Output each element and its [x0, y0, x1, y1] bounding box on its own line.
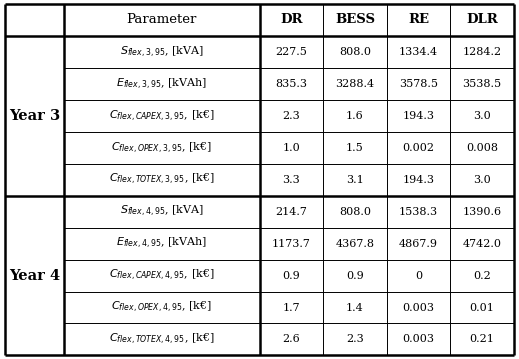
Text: $E_{flex,3,95}$, [kVAh]: $E_{flex,3,95}$, [kVAh] — [116, 76, 207, 92]
Text: 808.0: 808.0 — [339, 47, 371, 57]
Text: 2.6: 2.6 — [282, 335, 300, 344]
Text: 3.0: 3.0 — [473, 111, 491, 121]
Text: $C_{flex,TOTEX,3,95}$, [k€]: $C_{flex,TOTEX,3,95}$, [k€] — [108, 172, 214, 187]
Text: 214.7: 214.7 — [276, 207, 307, 217]
Text: 1.0: 1.0 — [282, 143, 300, 153]
Text: 1.6: 1.6 — [346, 111, 364, 121]
Text: 3.0: 3.0 — [473, 175, 491, 185]
Text: $S_{flex,3,95}$, [kVA]: $S_{flex,3,95}$, [kVA] — [119, 45, 203, 60]
Text: 1.5: 1.5 — [346, 143, 364, 153]
Text: 0: 0 — [415, 271, 422, 281]
Text: 4867.9: 4867.9 — [399, 239, 438, 249]
Text: 3288.4: 3288.4 — [335, 79, 374, 89]
Text: $S_{flex,4,95}$, [kVA]: $S_{flex,4,95}$, [kVA] — [119, 204, 203, 219]
Text: Year 4: Year 4 — [9, 269, 60, 283]
Text: 2.3: 2.3 — [282, 111, 300, 121]
Text: RE: RE — [408, 13, 429, 27]
Text: 808.0: 808.0 — [339, 207, 371, 217]
Text: 194.3: 194.3 — [402, 111, 434, 121]
Text: 0.01: 0.01 — [470, 303, 495, 313]
Text: 1538.3: 1538.3 — [399, 207, 438, 217]
Text: 1173.7: 1173.7 — [272, 239, 311, 249]
Text: 1334.4: 1334.4 — [399, 47, 438, 57]
Text: $C_{flex,OPEX,3,95}$, [k€]: $C_{flex,OPEX,3,95}$, [k€] — [111, 140, 212, 155]
Text: 1.4: 1.4 — [346, 303, 364, 313]
Text: DR: DR — [280, 13, 303, 27]
Text: Year 3: Year 3 — [9, 109, 60, 123]
Text: 4742.0: 4742.0 — [462, 239, 501, 249]
Text: DLR: DLR — [466, 13, 498, 27]
Text: 3.1: 3.1 — [346, 175, 364, 185]
Text: Parameter: Parameter — [127, 13, 197, 27]
Text: 3.3: 3.3 — [282, 175, 300, 185]
Text: $C_{flex,OPEX,4,95}$, [k€]: $C_{flex,OPEX,4,95}$, [k€] — [111, 300, 212, 315]
Text: 3538.5: 3538.5 — [462, 79, 501, 89]
Text: 227.5: 227.5 — [276, 47, 307, 57]
Text: 835.3: 835.3 — [275, 79, 307, 89]
Text: 0.9: 0.9 — [282, 271, 300, 281]
Text: $C_{flex,CAPEX,3,95}$, [k€]: $C_{flex,CAPEX,3,95}$, [k€] — [109, 108, 214, 123]
Text: 0.003: 0.003 — [402, 335, 434, 344]
Text: 0.003: 0.003 — [402, 303, 434, 313]
Text: $C_{flex,TOTEX,4,95}$, [k€]: $C_{flex,TOTEX,4,95}$, [k€] — [108, 332, 214, 347]
Text: $E_{flex,4,95}$, [kVAh]: $E_{flex,4,95}$, [kVAh] — [116, 236, 207, 251]
Text: 2.3: 2.3 — [346, 335, 364, 344]
Text: 0.002: 0.002 — [402, 143, 434, 153]
Text: $C_{flex,CAPEX,4,95}$, [k€]: $C_{flex,CAPEX,4,95}$, [k€] — [109, 268, 214, 283]
Text: 1.7: 1.7 — [282, 303, 300, 313]
Text: 0.21: 0.21 — [470, 335, 495, 344]
Text: 1284.2: 1284.2 — [462, 47, 501, 57]
Text: 4367.8: 4367.8 — [335, 239, 374, 249]
Text: 1390.6: 1390.6 — [462, 207, 501, 217]
Text: 194.3: 194.3 — [402, 175, 434, 185]
Text: 0.9: 0.9 — [346, 271, 364, 281]
Text: 0.2: 0.2 — [473, 271, 491, 281]
Text: 0.008: 0.008 — [466, 143, 498, 153]
Text: BESS: BESS — [335, 13, 375, 27]
Text: 3578.5: 3578.5 — [399, 79, 438, 89]
